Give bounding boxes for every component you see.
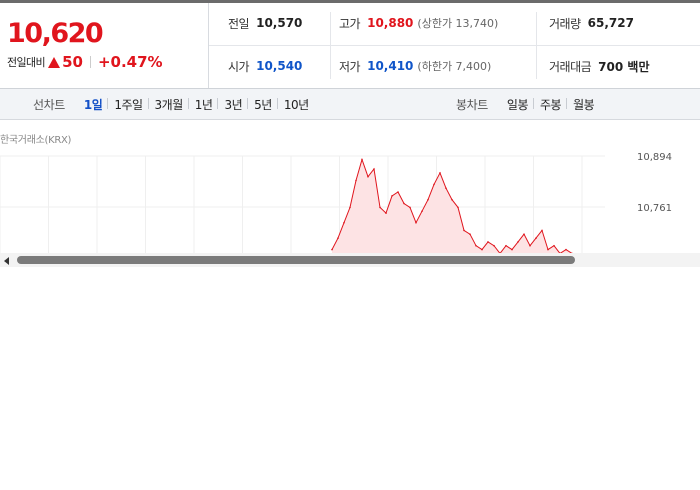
exchange-label: 한국거래소(KRX) xyxy=(0,135,72,146)
price-point xyxy=(403,202,405,205)
change-label: 전일대비 xyxy=(7,56,46,69)
price-point xyxy=(337,237,339,239)
price-point xyxy=(433,183,435,186)
candle-chart-tabs: 봉차트 일봉 주봉 월봉 xyxy=(456,89,600,119)
low-value: 10,410 xyxy=(367,59,414,73)
high-label: 고가 xyxy=(339,16,361,31)
row-divider xyxy=(209,45,700,46)
low-label: 저가 xyxy=(339,59,361,74)
price-point xyxy=(445,187,447,189)
price-point xyxy=(379,206,381,209)
prev-close-value: 10,570 xyxy=(256,16,303,30)
price-point xyxy=(511,248,513,251)
open-price: 시가 10,540 xyxy=(228,57,302,75)
price-point xyxy=(487,241,489,243)
price-point xyxy=(469,233,471,235)
price-point xyxy=(565,248,567,251)
low-price: 저가 10,410 (하한가 7,400) xyxy=(339,57,491,75)
price-point xyxy=(349,206,351,209)
price-point xyxy=(481,248,483,251)
change-amount: 50 xyxy=(62,53,83,71)
open-value: 10,540 xyxy=(256,59,303,73)
price-point xyxy=(409,206,411,209)
tab-1week[interactable]: 1주일 xyxy=(107,96,148,113)
tab-daily[interactable]: 일봉 xyxy=(506,97,529,112)
scroll-thumb[interactable] xyxy=(17,256,575,264)
chart-tabs: 선차트 1일 1주일 3개월 1년 3년 5년 10년 봉차트 일봉 주봉 월봉 xyxy=(0,89,700,120)
price-point xyxy=(421,210,423,212)
price-point xyxy=(391,195,393,197)
prev-close: 전일 10,570 xyxy=(228,14,302,32)
price-point xyxy=(331,248,333,251)
price-point xyxy=(463,229,465,232)
top-border xyxy=(0,0,700,3)
price-point xyxy=(493,244,495,247)
price-point xyxy=(397,191,399,193)
trade-amount: 거래대금 700 백만 xyxy=(549,57,649,75)
price-point xyxy=(541,229,543,232)
chart-scrollbar[interactable] xyxy=(0,253,700,267)
y-tick-label: 10,761 xyxy=(637,203,672,214)
price-point xyxy=(529,244,531,247)
price-point xyxy=(427,198,429,201)
candle-chart-label: 봉차트 xyxy=(456,97,488,112)
price-point xyxy=(367,175,369,178)
price-point xyxy=(451,198,453,201)
column-divider xyxy=(536,12,537,79)
price-point xyxy=(517,241,519,243)
price-area xyxy=(332,159,572,255)
price-point xyxy=(439,172,441,174)
price-point xyxy=(373,168,375,170)
tab-weekly[interactable]: 주봉 xyxy=(533,96,567,113)
tab-1day[interactable]: 1일 xyxy=(83,97,103,112)
prev-close-label: 전일 xyxy=(228,16,250,31)
volume-label: 거래량 xyxy=(549,16,581,31)
change-rate: +0.47% xyxy=(97,53,163,71)
price-point xyxy=(475,244,477,247)
change-row: 전일대비 50 +0.47% xyxy=(7,53,163,71)
price-summary: 10,620 전일대비 50 +0.47% 전일 10,570 고가 10,88… xyxy=(0,3,700,89)
divider xyxy=(89,56,91,68)
high-value: 10,880 xyxy=(367,16,414,30)
price-point xyxy=(547,248,549,251)
trade-amount-value: 700 백만 xyxy=(598,59,650,74)
line-chart-label: 선차트 xyxy=(33,97,65,112)
tab-3year[interactable]: 3년 xyxy=(217,96,248,113)
tab-3month[interactable]: 3개월 xyxy=(147,96,189,113)
volume: 거래량 65,727 xyxy=(549,14,634,32)
scroll-left-arrow-icon[interactable] xyxy=(4,257,9,265)
current-price: 10,620 xyxy=(7,18,104,49)
y-tick-label: 10,894 xyxy=(637,152,672,163)
tab-1year[interactable]: 1년 xyxy=(187,96,219,113)
price-point xyxy=(457,206,459,209)
price-point xyxy=(505,244,507,247)
open-label: 시가 xyxy=(228,59,250,74)
up-arrow-icon xyxy=(48,56,61,68)
price-point xyxy=(385,212,387,214)
price-point xyxy=(553,244,555,247)
line-chart-tabs: 선차트 1일 1주일 3개월 1년 3년 5년 10년 xyxy=(33,89,315,119)
high-price: 고가 10,880 (상한가 13,740) xyxy=(339,14,498,32)
column-divider xyxy=(330,12,331,79)
trade-amount-label: 거래대금 xyxy=(549,59,592,74)
lower-limit: (하한가 7,400) xyxy=(417,60,492,73)
price-point xyxy=(415,221,417,224)
price-point xyxy=(355,179,357,182)
tab-10year[interactable]: 10년 xyxy=(276,96,315,113)
price-point xyxy=(523,233,525,235)
tab-monthly[interactable]: 월봉 xyxy=(566,96,600,113)
price-point xyxy=(361,158,363,161)
current-price-box: 10,620 전일대비 50 +0.47% xyxy=(0,3,209,88)
volume-value: 65,727 xyxy=(587,16,634,30)
price-point xyxy=(535,237,537,239)
price-point xyxy=(343,221,345,224)
tab-5year[interactable]: 5년 xyxy=(247,96,278,113)
upper-limit: (상한가 13,740) xyxy=(417,17,499,30)
